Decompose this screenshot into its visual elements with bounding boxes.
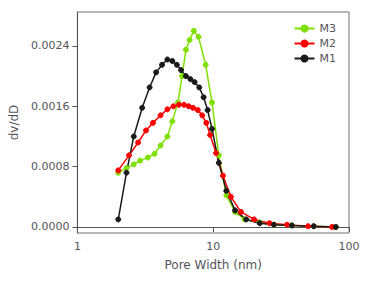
- svg-text:0.0000: 0.0000: [31, 220, 70, 233]
- svg-text:10: 10: [206, 240, 220, 253]
- svg-text:M1: M1: [320, 52, 337, 65]
- svg-text:M3: M3: [320, 22, 337, 35]
- svg-text:1: 1: [74, 240, 81, 253]
- svg-text:M2: M2: [320, 37, 337, 50]
- svg-text:0.0024: 0.0024: [31, 39, 70, 52]
- svg-text:100: 100: [339, 240, 360, 253]
- svg-text:Pore Width (nm): Pore Width (nm): [165, 258, 262, 272]
- svg-text:0.0008: 0.0008: [31, 160, 70, 173]
- svg-text:0.0016: 0.0016: [31, 100, 70, 113]
- svg-text:dv/dD: dv/dD: [7, 105, 21, 141]
